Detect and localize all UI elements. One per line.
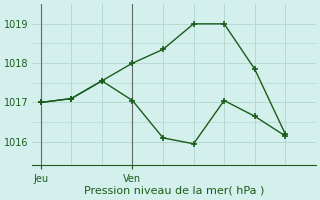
X-axis label: Pression niveau de la mer( hPa ): Pression niveau de la mer( hPa ) [84, 186, 264, 196]
